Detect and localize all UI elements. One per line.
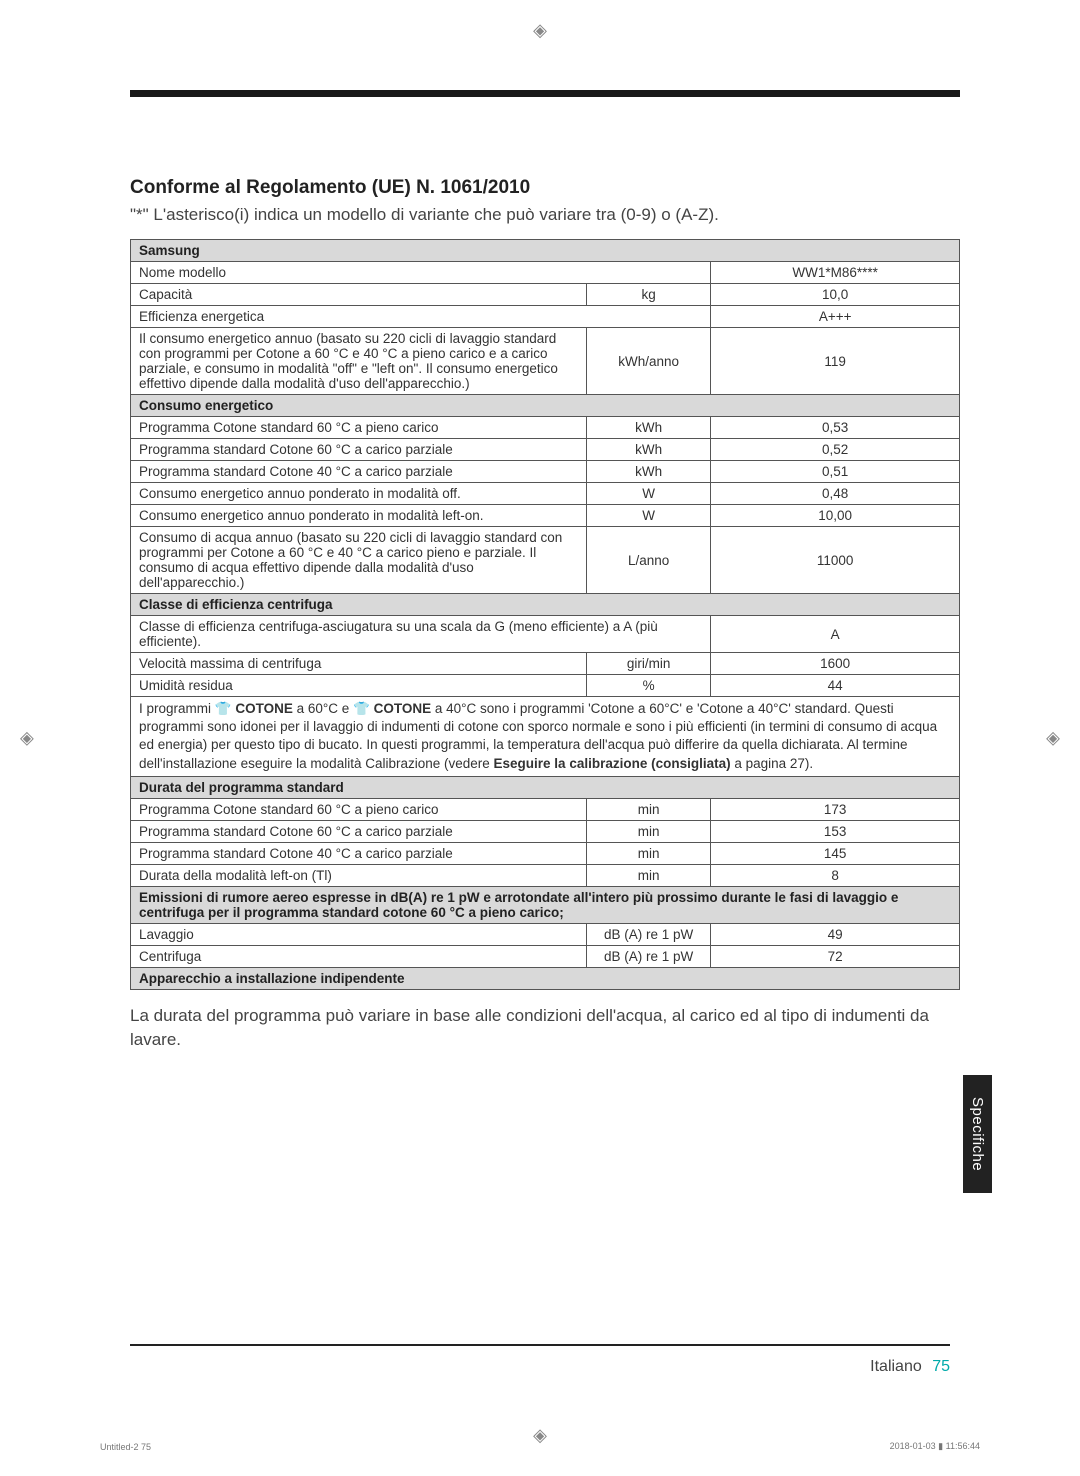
table-cell-desc: Classe di efficienza centrifuga-asciugat… xyxy=(131,616,711,653)
table-section-header: Classe di efficienza centrifuga xyxy=(131,594,960,616)
table-cell-desc: Programma standard Cotone 60 °C a carico… xyxy=(131,439,587,461)
footer-page: 75 xyxy=(932,1358,950,1375)
table-cell-val: 153 xyxy=(711,820,960,842)
table-cell-val: WW1*M86**** xyxy=(711,262,960,284)
table-cell-val: 0,53 xyxy=(711,417,960,439)
table-section-header: Durata del programma standard xyxy=(131,776,960,798)
table-cell-desc: Efficienza energetica xyxy=(131,306,711,328)
side-tab: Specifiche xyxy=(963,1075,992,1193)
table-cell-unit: kWh xyxy=(586,461,710,483)
table-cell-unit: kWh/anno xyxy=(586,328,710,395)
table-cell-val: 1600 xyxy=(711,653,960,675)
spec-table: SamsungNome modello WW1*M86****Capacità … xyxy=(130,239,960,990)
table-cell-val: 49 xyxy=(711,923,960,945)
table-cell-val: A xyxy=(711,616,960,653)
table-section-header: Emissioni di rumore aereo espresse in dB… xyxy=(131,886,960,923)
table-cell-val: 119 xyxy=(711,328,960,395)
table-cell-val: 10,0 xyxy=(711,284,960,306)
table-cell-desc: Consumo di acqua annuo (basato su 220 ci… xyxy=(131,527,587,594)
table-cell-desc: Nome modello xyxy=(131,262,711,284)
tiny-footer-right: 2018-01-03 ▮ 11:56:44 xyxy=(890,1441,980,1452)
table-cell-desc: Programma Cotone standard 60 °C a pieno … xyxy=(131,417,587,439)
table-cell-val: 0,48 xyxy=(711,483,960,505)
table-cell-unit: kg xyxy=(586,284,710,306)
table-cell-val: A+++ xyxy=(711,306,960,328)
table-cell-desc: Durata della modalità left-on (Tl) xyxy=(131,864,587,886)
table-cell-desc: Umidità residua xyxy=(131,675,587,697)
table-section-header: Samsung xyxy=(131,240,960,262)
table-cell-val: 0,51 xyxy=(711,461,960,483)
table-cell-unit: min xyxy=(586,820,710,842)
table-cell-val: 10,00 xyxy=(711,505,960,527)
top-rule xyxy=(130,90,960,97)
table-cell-desc: Programma standard Cotone 60 °C a carico… xyxy=(131,820,587,842)
table-cell-desc: Programma Cotone standard 60 °C a pieno … xyxy=(131,798,587,820)
table-cell-val: 11000 xyxy=(711,527,960,594)
footer: Italiano 75 xyxy=(870,1358,950,1376)
table-cell-val: 145 xyxy=(711,842,960,864)
table-cell-desc: Consumo energetico annuo ponderato in mo… xyxy=(131,505,587,527)
table-note-programmi: I programmi 👕 COTONE a 60°C e 👕 COTONE a… xyxy=(131,697,960,777)
tiny-footer-left: Untitled-2 75 xyxy=(100,1442,151,1452)
table-cell-unit: W xyxy=(586,483,710,505)
table-cell-unit: dB (A) re 1 pW xyxy=(586,945,710,967)
table-section-header: Consumo energetico xyxy=(131,395,960,417)
table-cell-unit: min xyxy=(586,842,710,864)
table-cell-val: 72 xyxy=(711,945,960,967)
table-cell-val: 173 xyxy=(711,798,960,820)
page-title: Conforme al Regolamento (UE) N. 1061/201… xyxy=(130,177,960,199)
page-content: Conforme al Regolamento (UE) N. 1061/201… xyxy=(0,0,1080,1476)
after-note: La durata del programma può variare in b… xyxy=(130,1004,960,1052)
table-cell-desc: Programma standard Cotone 40 °C a carico… xyxy=(131,842,587,864)
table-cell-val: 0,52 xyxy=(711,439,960,461)
table-cell-desc: Capacità xyxy=(131,284,587,306)
footer-rule xyxy=(130,1344,950,1346)
table-cell-desc: Lavaggio xyxy=(131,923,587,945)
table-cell-unit: W xyxy=(586,505,710,527)
table-cell-desc: Programma standard Cotone 40 °C a carico… xyxy=(131,461,587,483)
table-section-header: Apparecchio a installazione indipendente xyxy=(131,967,960,989)
table-cell-unit: L/anno xyxy=(586,527,710,594)
table-cell-unit: dB (A) re 1 pW xyxy=(586,923,710,945)
footer-lang: Italiano xyxy=(870,1358,922,1375)
table-cell-unit: giri/min xyxy=(586,653,710,675)
table-cell-desc: Velocità massima di centrifuga xyxy=(131,653,587,675)
table-cell-unit: min xyxy=(586,864,710,886)
table-cell-val: 44 xyxy=(711,675,960,697)
table-cell-unit: min xyxy=(586,798,710,820)
table-cell-desc: Il consumo energetico annuo (basato su 2… xyxy=(131,328,587,395)
table-cell-desc: Centrifuga xyxy=(131,945,587,967)
table-cell-unit: % xyxy=(586,675,710,697)
page-subtitle: "*" L'asterisco(i) indica un modello di … xyxy=(130,205,960,225)
table-cell-desc: Consumo energetico annuo ponderato in mo… xyxy=(131,483,587,505)
table-cell-val: 8 xyxy=(711,864,960,886)
table-cell-unit: kWh xyxy=(586,417,710,439)
table-cell-unit: kWh xyxy=(586,439,710,461)
